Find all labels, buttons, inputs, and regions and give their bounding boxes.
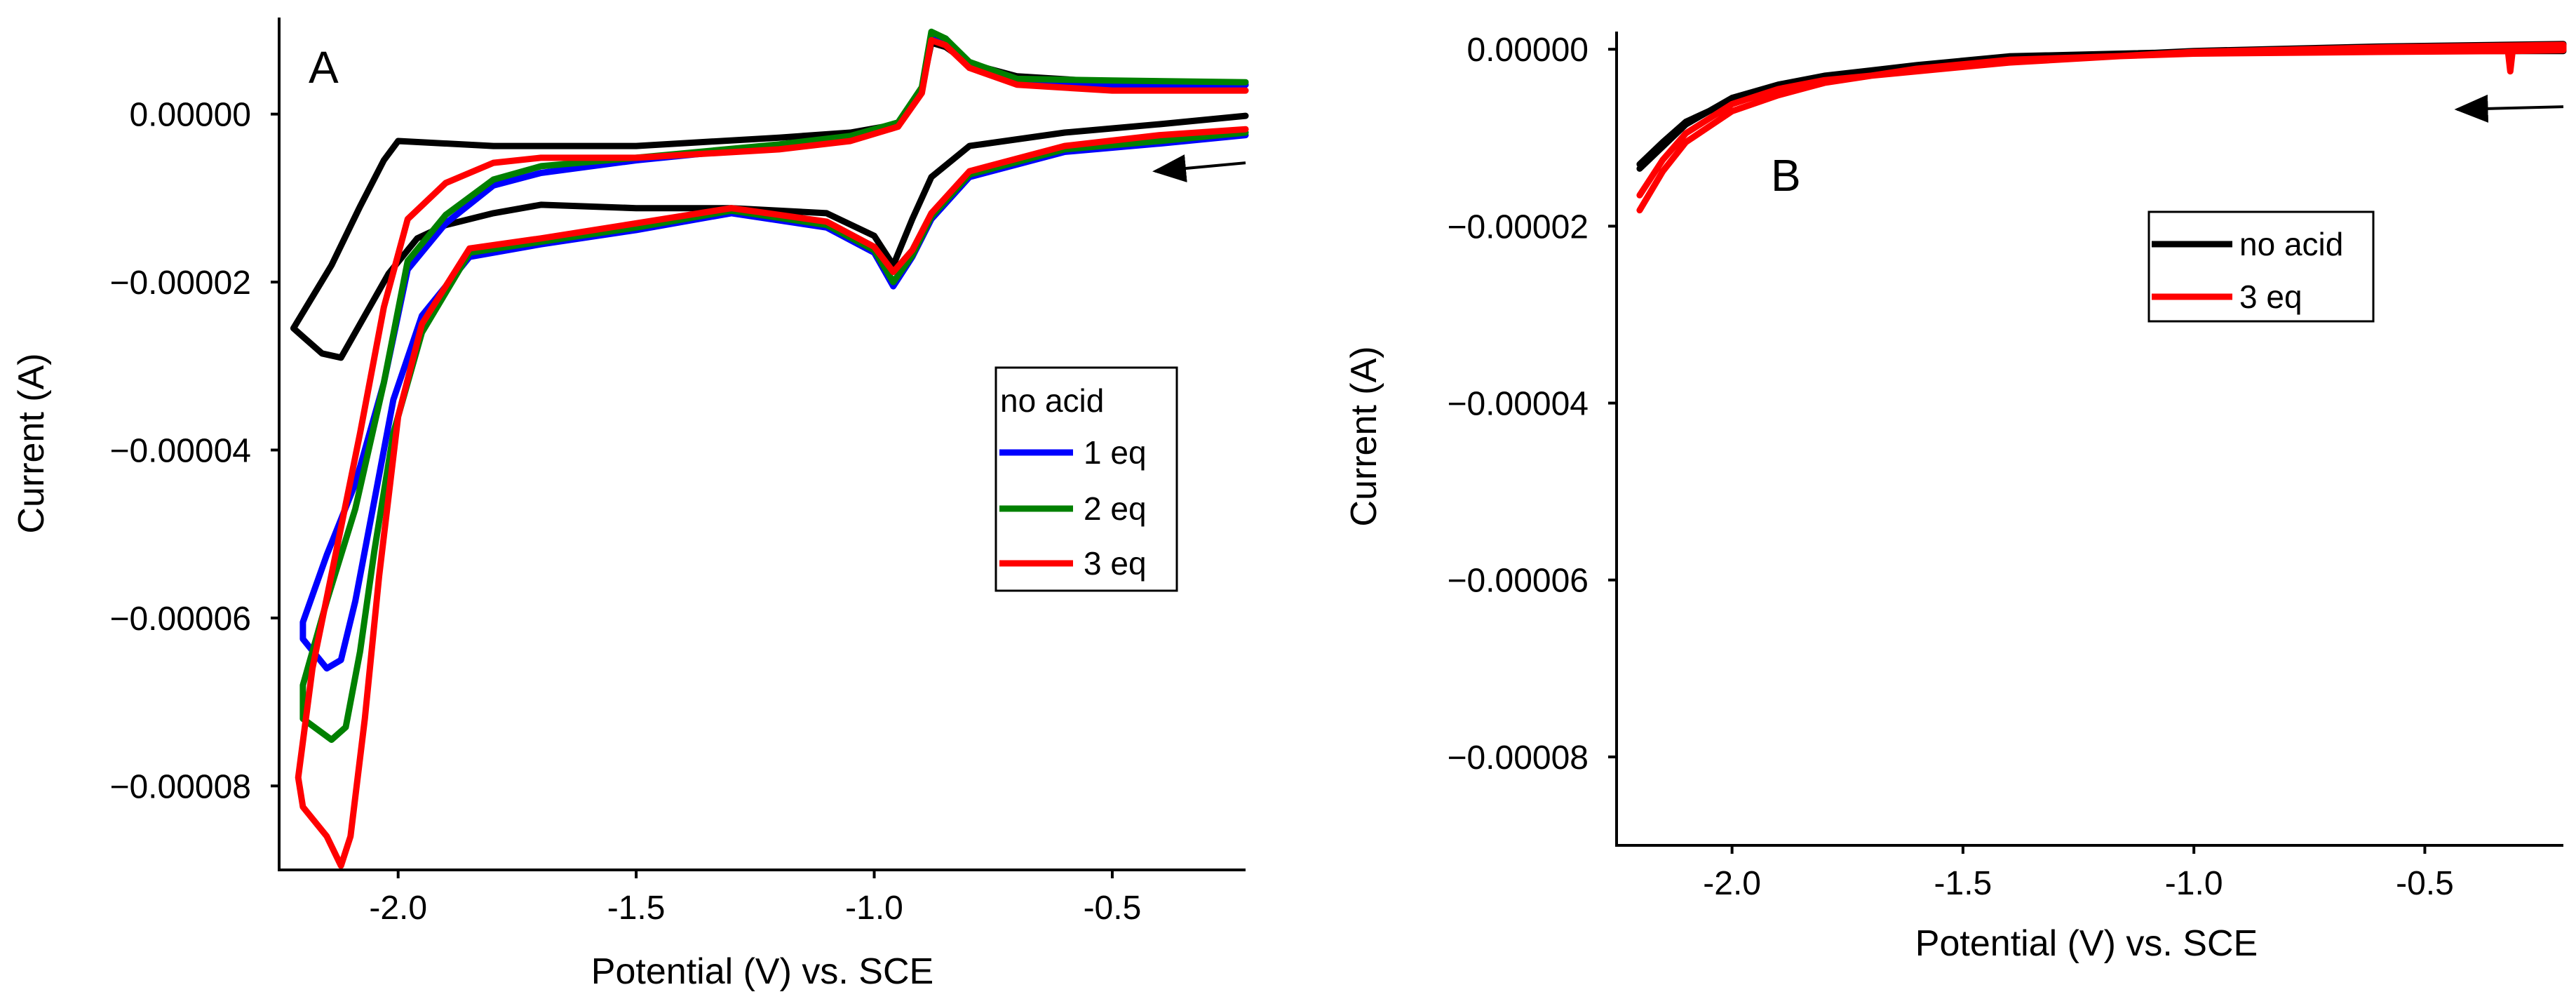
y-tick-label: −0.00008 [1447,739,1589,777]
panel-a-legend-box [994,366,1178,592]
legend-label-3-eq: 3 eq [1084,545,1147,582]
y-tick-label: −0.00002 [1447,208,1589,246]
panel-a-label: A [309,42,339,93]
x-tick-label: -2.0 [1703,865,1761,902]
panel-b-y-axis-title: Current (A) [1344,346,1384,526]
panel-a: A -2.0 -1.5 -1.0 -0.5 0.00000 −0.00002 −0.000… [11,18,1249,992]
panel-b-curves [1636,41,2567,214]
y-tick-label: 0.00000 [129,97,251,134]
panel-a-curves [290,28,1249,869]
panel-a-scan-direction-arrow [1152,154,1246,182]
series-line-3-eq [295,36,1249,869]
legend-label-no-acid-b: no acid [2239,226,2343,262]
legend-label-no-acid: no acid [1000,382,1104,419]
legend-label-3-eq-b: 3 eq [2239,279,2302,315]
x-tick-label: -1.0 [2165,865,2223,902]
y-tick-label: −0.00006 [109,601,251,638]
panel-b-scan-direction-arrow [2454,94,2564,123]
panel-b-legend-box [2147,210,2375,323]
y-tick-label: −0.00004 [1447,386,1589,423]
y-tick-label: −0.00008 [109,768,251,805]
y-tick-label: −0.00004 [109,432,251,469]
panel-a-y-ticks: 0.00000 −0.00002 −0.00004 −0.00006 −0.00008 [109,97,279,805]
panel-a-x-axis-title: Potential (V) vs. SCE [591,951,933,992]
series-line-3-eq [1636,41,2567,214]
legend-label-1-eq: 1 eq [1084,434,1147,471]
x-tick-label: -2.0 [369,890,427,927]
x-tick-label: -1.5 [1934,865,1992,902]
panel-b-label: B [1771,150,1801,201]
legend-label-2-eq: 2 eq [1084,490,1147,527]
panel-b-x-axis-title: Potential (V) vs. SCE [1915,923,2258,964]
x-tick-label: -1.5 [607,890,666,927]
panel-a-x-ticks: -2.0 -1.5 -1.0 -0.5 [369,870,1141,927]
x-tick-label: -0.5 [2396,865,2454,902]
panel-b-y-ticks: 0.00000 −0.00002 −0.00004 −0.00006 −0.00008 [1447,32,1617,777]
y-tick-label: 0.00000 [1466,32,1589,69]
y-tick-label: −0.00006 [1447,563,1589,600]
panel-a-y-axis-title: Current (A) [11,353,52,533]
panel-b-x-ticks: -2.0 -1.5 -1.0 -0.5 [1703,845,2454,902]
panel-a-legend: no acid 1 eq 2 eq 3 eq [994,366,1178,592]
x-tick-label: -1.0 [845,890,903,927]
x-tick-label: -0.5 [1084,890,1142,927]
panel-b-legend: no acid 3 eq [2147,210,2375,323]
panel-b: B -2.0 -1.5 -1.0 -0.5 0.00000 −0.00002 −0.000… [1344,32,2567,964]
y-tick-label: −0.00002 [109,264,251,302]
